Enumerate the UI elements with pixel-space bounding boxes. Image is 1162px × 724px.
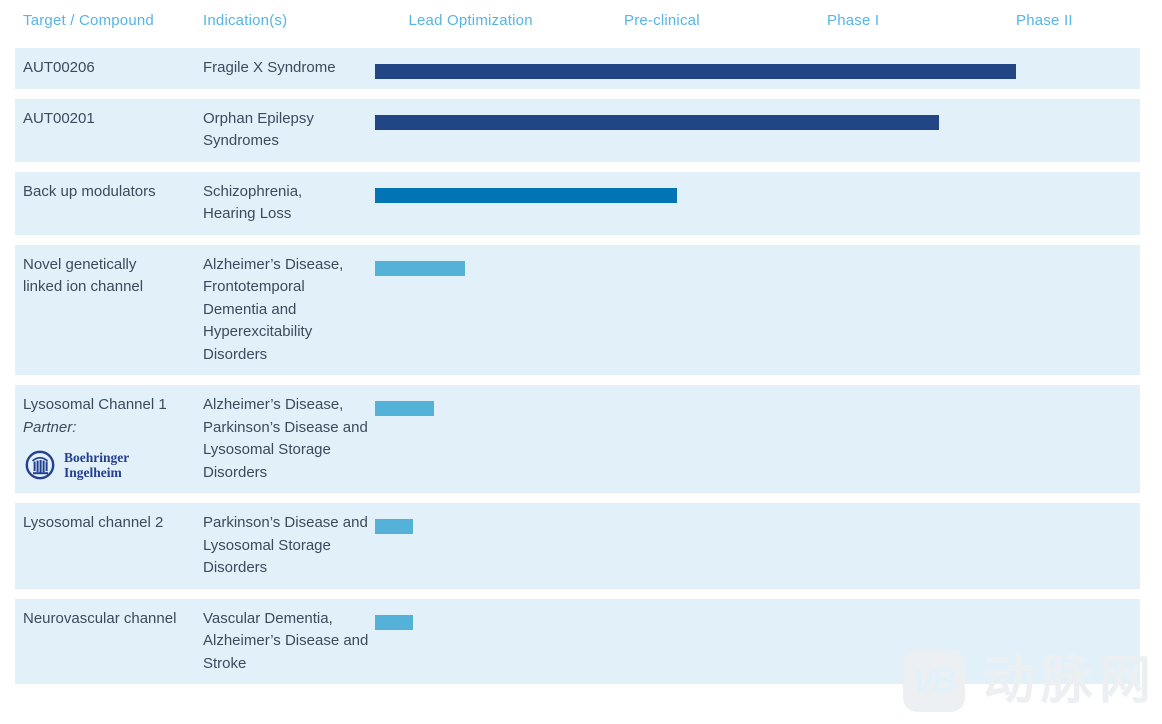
header-stage-lead-optimization: Lead Optimization	[408, 11, 533, 29]
indication-text: Vascular Dementia, Alzheimer’s Disease a…	[203, 609, 369, 672]
pipeline-row: AUT00206 Fragile X Syndrome	[15, 48, 1140, 89]
progress-bar	[375, 614, 414, 630]
progress-bar	[375, 401, 435, 416]
header-indications: Indication(s)	[203, 11, 288, 29]
header-stage-pre-clinical: Pre-clinical	[623, 11, 700, 29]
target-name: AUT00201	[23, 109, 95, 127]
target-name: AUT00206	[23, 59, 95, 76]
boehringer-ingelheim-logo: Boehringer Ingelheim	[23, 448, 203, 482]
indication-text: Parkinson’s Disease and Lysosomal Storag…	[203, 514, 368, 576]
stage-track	[375, 57, 1140, 80]
stage-headers: Lead Optimization Pre-clinical Phase I P…	[375, 12, 1140, 29]
indication-text: Fragile X Syndrome	[203, 59, 336, 76]
target-name: Neurovascular channel	[23, 609, 177, 627]
pillar-in-circle-icon	[25, 450, 55, 480]
progress-bar	[375, 64, 1016, 79]
partner-name: Boehringer Ingelheim	[64, 450, 129, 480]
target-cell: AUT00206	[15, 57, 203, 80]
header-stage-phase-2: Phase II	[1016, 11, 1073, 29]
stage-track	[375, 512, 1140, 580]
target-name: Novel genetically linked ion channel	[23, 255, 144, 296]
indication-text: Alzheimer’s Disease, Parkinson’s Disease…	[203, 396, 368, 481]
target-cell: Lysosomal Channel 1 Partner: Boehringer …	[15, 394, 203, 484]
partner-label: Partner:	[23, 418, 77, 436]
progress-bar	[375, 114, 940, 130]
indication-text: Orphan Epilepsy Syndromes	[203, 109, 314, 150]
target-name: Back up modulators	[23, 182, 156, 200]
target-cell: AUT00201	[15, 108, 203, 153]
indication-text: Alzheimer’s Disease, Frontotemporal Deme…	[203, 255, 344, 363]
header-target-compound: Target / Compound	[23, 11, 154, 29]
stage-track	[375, 108, 1140, 153]
pipeline-row: Novel genetically linked ion channel Alz…	[15, 244, 1140, 375]
pipeline-rows: AUT00206 Fragile X Syndrome AUT00201 Orp…	[15, 48, 1140, 684]
indication-text: Schizophrenia, Hearing Loss	[203, 182, 303, 223]
progress-bar	[375, 187, 678, 203]
stage-track	[375, 394, 1140, 484]
pipeline-row: AUT00201 Orphan Epilepsy Syndromes	[15, 98, 1140, 162]
progress-bar	[375, 260, 465, 276]
stage-track	[375, 181, 1140, 226]
progress-bar	[375, 519, 414, 534]
partner-name-line1: Boehringer	[64, 450, 130, 465]
target-cell: Novel genetically linked ion channel	[15, 254, 203, 367]
pipeline-table: Target / Compound Indication(s) Lead Opt…	[15, 0, 1140, 694]
stage-track	[375, 254, 1140, 367]
target-name: Lysosomal channel 2	[23, 514, 164, 531]
pipeline-row: Neurovascular channel Vascular Dementia,…	[15, 598, 1140, 684]
pipeline-row: Back up modulators Schizophrenia, Hearin…	[15, 171, 1140, 235]
partner-name-line2: Ingelheim	[64, 465, 122, 480]
target-cell: Neurovascular channel	[15, 608, 203, 676]
pipeline-row: Lysosomal channel 2 Parkinson’s Disease …	[15, 503, 1140, 589]
pipeline-row: Lysosomal Channel 1 Partner: Boehringer …	[15, 385, 1140, 493]
target-name: Lysosomal Channel 1	[23, 396, 167, 413]
table-header: Target / Compound Indication(s) Lead Opt…	[15, 0, 1140, 40]
target-cell: Back up modulators	[15, 181, 203, 226]
target-cell: Lysosomal channel 2	[15, 512, 203, 580]
stage-track	[375, 608, 1140, 676]
header-stage-phase-1: Phase I	[826, 11, 880, 29]
